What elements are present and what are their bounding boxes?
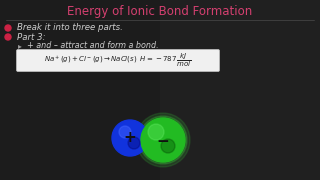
Text: Part 3:: Part 3:: [17, 33, 45, 42]
FancyBboxPatch shape: [17, 50, 220, 71]
Text: Energy of Ionic Bond Formation: Energy of Ionic Bond Formation: [68, 4, 252, 17]
Text: −: −: [156, 134, 169, 148]
Circle shape: [6, 26, 10, 30]
Circle shape: [6, 35, 10, 39]
Circle shape: [161, 139, 175, 153]
Text: $\mathit{Na^+(g) + Cl^-(g) \rightarrow NaCl(s)}$$\;\;\mathit{H = -787\,\dfrac{kJ: $\mathit{Na^+(g) + Cl^-(g) \rightarrow N…: [44, 52, 192, 69]
Text: +: +: [124, 130, 136, 145]
Circle shape: [128, 137, 140, 149]
Circle shape: [5, 25, 11, 31]
Circle shape: [112, 120, 148, 156]
Circle shape: [119, 126, 131, 138]
Text: Break it into three parts.: Break it into three parts.: [17, 24, 123, 33]
Circle shape: [139, 116, 187, 164]
Text: + and – attract and form a bond.: + and – attract and form a bond.: [27, 42, 159, 51]
Circle shape: [141, 118, 185, 162]
FancyBboxPatch shape: [160, 0, 320, 180]
Circle shape: [148, 124, 164, 140]
Circle shape: [136, 113, 190, 167]
Circle shape: [5, 34, 11, 40]
Text: ▸: ▸: [18, 42, 22, 51]
